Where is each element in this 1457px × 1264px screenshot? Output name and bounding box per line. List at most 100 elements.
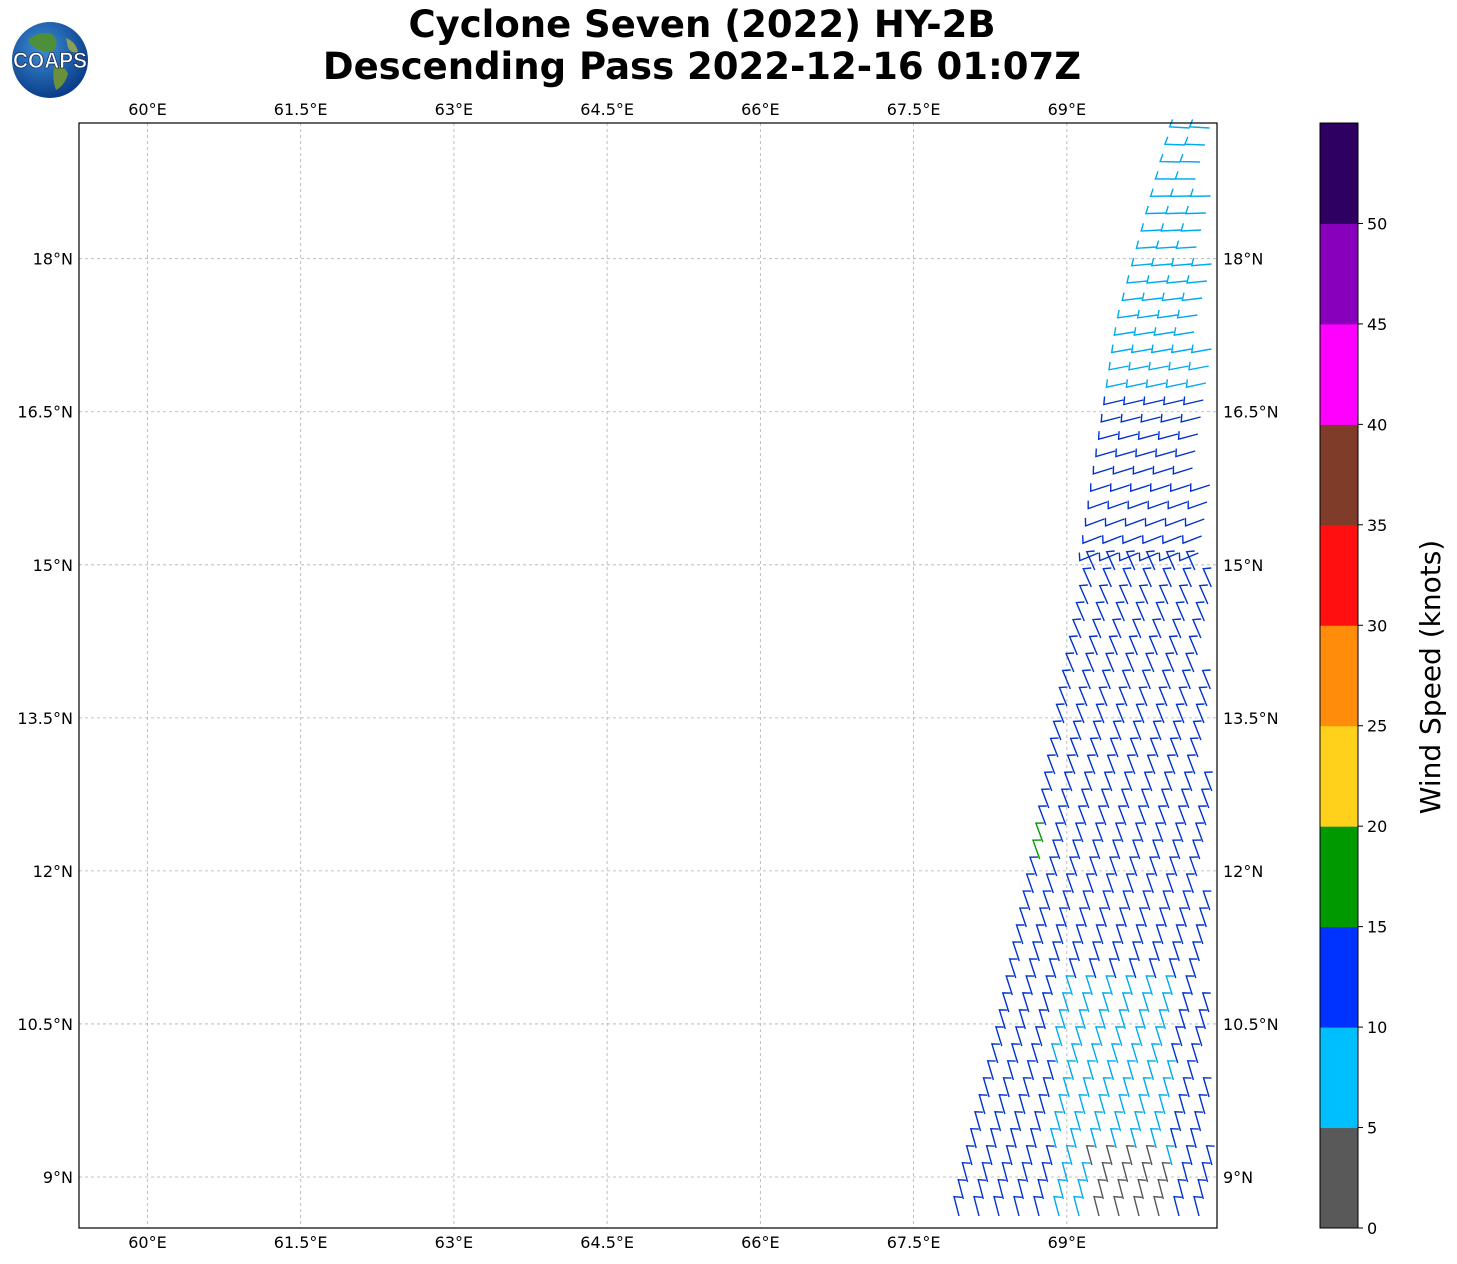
- wind-barb: [1150, 257, 1172, 267]
- wind-barb: [1142, 535, 1162, 545]
- wind-barb: [1166, 275, 1187, 284]
- wind-barb: [1021, 992, 1031, 1013]
- wind-barb: [1184, 517, 1205, 527]
- wind-barb: [1121, 1161, 1131, 1183]
- wind-barb: [1149, 856, 1159, 877]
- wind-barb: [1021, 1161, 1031, 1183]
- wind-barb: [1041, 1161, 1051, 1183]
- wind-barb: [1157, 1178, 1167, 1200]
- wind-barb: [1101, 1161, 1111, 1183]
- wind-barb: [1113, 1195, 1123, 1217]
- wind-barb: [1074, 1026, 1084, 1047]
- wind-barb: [1118, 584, 1129, 605]
- wind-barb: [1195, 924, 1205, 945]
- wind-barb: [1054, 1026, 1064, 1047]
- wind-barb: [1089, 1127, 1099, 1149]
- wind-barb: [1002, 1077, 1012, 1098]
- wind-barb: [1038, 907, 1048, 928]
- grid-lines: [79, 123, 1217, 1228]
- wind-barb: [1100, 788, 1110, 809]
- wind-barb: [1180, 223, 1202, 232]
- wind-barb: [1154, 1026, 1164, 1047]
- lat-tick-label-right: 10.5°N: [1223, 1015, 1279, 1034]
- lon-tick-label-top: 69°E: [1048, 100, 1086, 119]
- wind-barb: [1165, 550, 1176, 571]
- wind-barb: [1018, 1094, 1028, 1115]
- wind-barb: [1141, 1161, 1151, 1183]
- wind-barb: [1078, 1009, 1088, 1030]
- wind-barb: [1167, 500, 1188, 510]
- wind-barb: [1138, 1009, 1148, 1030]
- wind-barb: [1075, 924, 1085, 945]
- wind-barb: [1029, 856, 1039, 877]
- wind-barb: [1098, 1094, 1108, 1115]
- wind-barb: [1091, 618, 1102, 639]
- wind-barb: [1001, 1161, 1011, 1183]
- wind-barb: [1181, 992, 1191, 1013]
- wind-barb: [1168, 119, 1190, 129]
- wind-barb: [1161, 1161, 1171, 1183]
- wind-barb: [1117, 805, 1127, 826]
- wind-barb: [1105, 873, 1115, 894]
- wind-barb: [1121, 669, 1131, 690]
- wind-barb: [1129, 737, 1139, 758]
- chart-title: Cyclone Seven (2022) HY-2B Descending Pa…: [0, 4, 1404, 88]
- wind-barb: [1061, 992, 1071, 1013]
- wind-barb: [1175, 240, 1197, 250]
- wind-barb: [1125, 550, 1136, 571]
- wind-barb: [1102, 567, 1112, 588]
- wind-barb: [1202, 567, 1212, 588]
- lon-tick-label-bottom: 61.5°E: [274, 1233, 328, 1252]
- wind-barb: [1198, 584, 1209, 605]
- wind-barb: [1082, 890, 1092, 911]
- wind-barb: [1122, 535, 1142, 545]
- wind-barb: [1114, 822, 1124, 843]
- wind-barb: [1194, 1026, 1204, 1047]
- wind-barb: [1127, 500, 1148, 510]
- wind-barb: [1038, 1094, 1048, 1115]
- wind-barb: [1085, 873, 1095, 894]
- wind-barb: [1098, 552, 1119, 562]
- wind-barb: [1092, 941, 1102, 962]
- wind-barb: [1065, 652, 1075, 673]
- wind-barb: [1198, 907, 1208, 928]
- wind-barb: [1105, 652, 1115, 673]
- wind-barb: [1037, 1178, 1047, 1200]
- wind-barb: [1188, 119, 1210, 129]
- wind-barb: [1172, 941, 1182, 962]
- wind-barb: [989, 1127, 999, 1149]
- wind-barb: [1162, 890, 1172, 911]
- lat-tick-label-left: 13.5°N: [17, 709, 73, 728]
- wind-barb: [1126, 275, 1147, 284]
- wind-barb: [1181, 1161, 1191, 1183]
- wind-barb: [1155, 240, 1177, 250]
- colorbar: 0 5 10 15 20 25 30 35 40 45 50: [1319, 122, 1387, 1238]
- wind-barb: [1116, 309, 1138, 319]
- wind-barb: [1148, 958, 1158, 979]
- wind-barb: [1183, 136, 1205, 146]
- wind-barb: [1141, 669, 1151, 690]
- wind-barb: [1049, 737, 1059, 758]
- lon-tick-label-bottom: 60°E: [128, 1233, 166, 1252]
- wind-barb: [1095, 924, 1105, 945]
- wind-barb: [1174, 822, 1184, 843]
- wind-barb: [1106, 1060, 1116, 1081]
- wind-barb: [1098, 584, 1109, 605]
- wind-barb: [1188, 635, 1198, 656]
- wind-barb: [1120, 788, 1130, 809]
- wind-barb: [1135, 240, 1157, 250]
- colorbar-tick-label: 50: [1367, 214, 1387, 233]
- wind-barb: [1094, 1026, 1104, 1047]
- wind-barb: [1068, 958, 1078, 979]
- wind-barb: [1140, 788, 1150, 809]
- colorbar-segment: [1320, 926, 1358, 1028]
- wind-barb: [1136, 309, 1158, 319]
- wind-barb: [1032, 941, 1042, 962]
- wind-barb: [1078, 552, 1099, 562]
- wind-barb: [1201, 1161, 1211, 1183]
- wind-barb: [1055, 703, 1065, 724]
- wind-barb: [1205, 1144, 1215, 1166]
- wind-barb: [1098, 686, 1108, 707]
- wind-barb: [1189, 188, 1211, 198]
- wind-barb: [1170, 257, 1192, 267]
